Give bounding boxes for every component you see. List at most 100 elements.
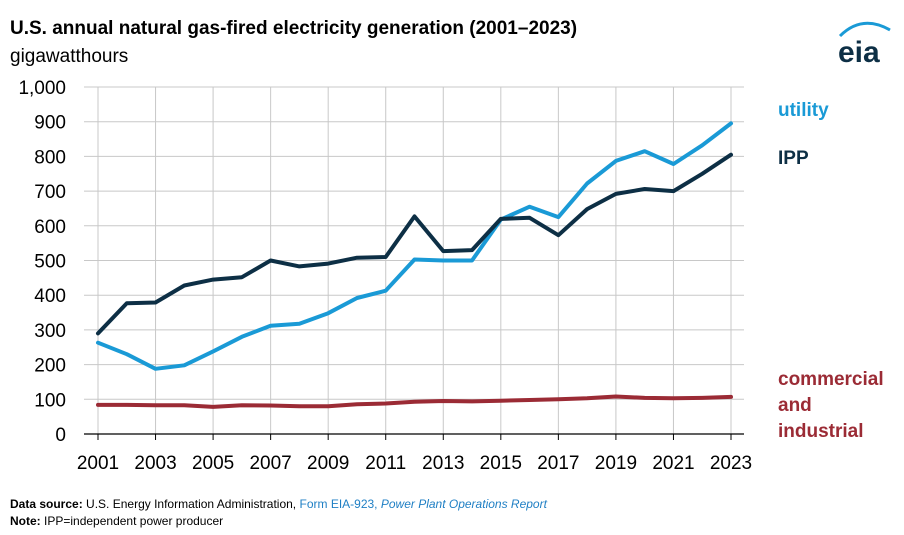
- x-tick-label: 2001: [77, 453, 119, 474]
- series-line-utility: [96, 121, 733, 371]
- x-tick-label: 2005: [192, 453, 234, 474]
- data-point: [96, 403, 100, 407]
- data-point: [326, 262, 330, 266]
- series-line-ipp: [96, 152, 733, 336]
- data-point: [729, 121, 733, 125]
- data-point: [470, 259, 474, 262]
- data-point: [643, 149, 647, 153]
- legend-label-line: and: [778, 395, 812, 416]
- data-point: [240, 275, 244, 279]
- y-tick-label: 500: [34, 252, 66, 273]
- legend-label-line: industrial: [778, 421, 864, 442]
- legend-label-line: IPP: [778, 148, 809, 169]
- x-tick-label: 2023: [710, 453, 752, 474]
- data-point: [528, 216, 532, 220]
- note-label: Note:: [10, 514, 41, 528]
- data-point: [355, 296, 359, 300]
- x-tick-label: 2009: [307, 453, 349, 474]
- source-org: U.S. Energy Information Administration,: [86, 497, 300, 511]
- eia-logo-text: eia: [838, 36, 880, 68]
- eia-logo: eia: [838, 21, 891, 68]
- x-tick-label: 2015: [480, 453, 522, 474]
- data-point: [729, 395, 733, 399]
- y-tick-label: 100: [34, 390, 66, 411]
- data-point: [556, 233, 560, 237]
- data-point: [413, 214, 416, 218]
- x-tick-label: 2017: [537, 453, 579, 474]
- legend-label-line: utility: [778, 100, 829, 121]
- source-label: Data source:: [10, 497, 83, 511]
- data-point: [614, 192, 618, 196]
- data-point: [125, 301, 129, 305]
- data-point: [643, 187, 647, 191]
- data-point: [182, 363, 186, 367]
- y-tick-label: 200: [34, 356, 66, 377]
- data-point: [729, 153, 733, 157]
- data-point: [441, 249, 445, 253]
- source-report-link[interactable]: Power Plant Operations Report: [380, 497, 547, 511]
- y-tick-label: 300: [34, 321, 66, 342]
- data-point: [556, 397, 560, 401]
- data-point: [211, 405, 215, 409]
- data-point: [297, 264, 301, 268]
- data-point: [154, 403, 158, 407]
- y-tick-label: 800: [34, 147, 66, 168]
- y-tick-label: 1,000: [18, 78, 66, 99]
- data-point: [269, 259, 273, 262]
- data-point: [671, 396, 675, 400]
- data-point: [240, 403, 244, 407]
- data-point: [182, 403, 186, 407]
- data-point: [413, 257, 416, 261]
- data-point: [413, 400, 416, 404]
- chart-title: U.S. annual natural gas-fired electricit…: [10, 18, 578, 39]
- data-point: [700, 396, 704, 400]
- x-tick-label: 2013: [422, 453, 464, 474]
- x-tick-label: 2003: [134, 453, 176, 474]
- data-point: [700, 143, 704, 147]
- data-point: [269, 324, 273, 328]
- x-tick-label: 2007: [249, 453, 291, 474]
- source-form-link[interactable]: Form EIA-923,: [299, 497, 381, 511]
- data-source: Data source: U.S. Energy Information Adm…: [10, 497, 547, 511]
- data-point: [125, 352, 129, 356]
- data-point: [297, 404, 301, 408]
- y-tick-label: 700: [34, 182, 66, 203]
- footnote: Note: IPP=independent power producer: [10, 514, 223, 528]
- legend-label-utility: utility: [778, 98, 829, 124]
- data-point: [441, 399, 445, 403]
- data-point: [528, 398, 532, 402]
- data-point: [326, 404, 330, 408]
- grid-lines: [84, 86, 744, 434]
- data-point: [211, 278, 215, 282]
- data-point: [499, 399, 503, 403]
- y-tick-label: 600: [34, 217, 66, 238]
- data-point: [384, 289, 388, 293]
- data-point: [671, 189, 675, 193]
- data-point: [154, 300, 158, 304]
- series-lines: [96, 121, 733, 409]
- data-point: [269, 404, 273, 408]
- note-text: IPP=independent power producer: [44, 514, 224, 528]
- axes: 0 100 200 300 400 500 600 700 800 900 1,000 2001 200…: [18, 78, 752, 474]
- x-tick-label: 2011: [365, 453, 406, 474]
- data-point: [125, 403, 129, 407]
- x-tick-label: 2019: [595, 453, 637, 474]
- data-point: [643, 396, 647, 400]
- data-point: [96, 331, 100, 335]
- data-point: [355, 402, 359, 406]
- data-point: [470, 399, 474, 403]
- data-point: [528, 205, 532, 209]
- legend-label-line: commercial: [778, 369, 884, 390]
- data-point: [499, 217, 503, 221]
- data-point: [441, 259, 445, 262]
- data-point: [585, 181, 589, 185]
- y-tick-label: 400: [34, 286, 66, 307]
- data-point: [470, 248, 474, 252]
- data-point: [585, 207, 589, 211]
- data-point: [585, 396, 589, 400]
- data-point: [355, 256, 359, 260]
- y-tick-label: 0: [55, 425, 66, 446]
- data-point: [384, 401, 388, 405]
- data-point: [96, 341, 100, 345]
